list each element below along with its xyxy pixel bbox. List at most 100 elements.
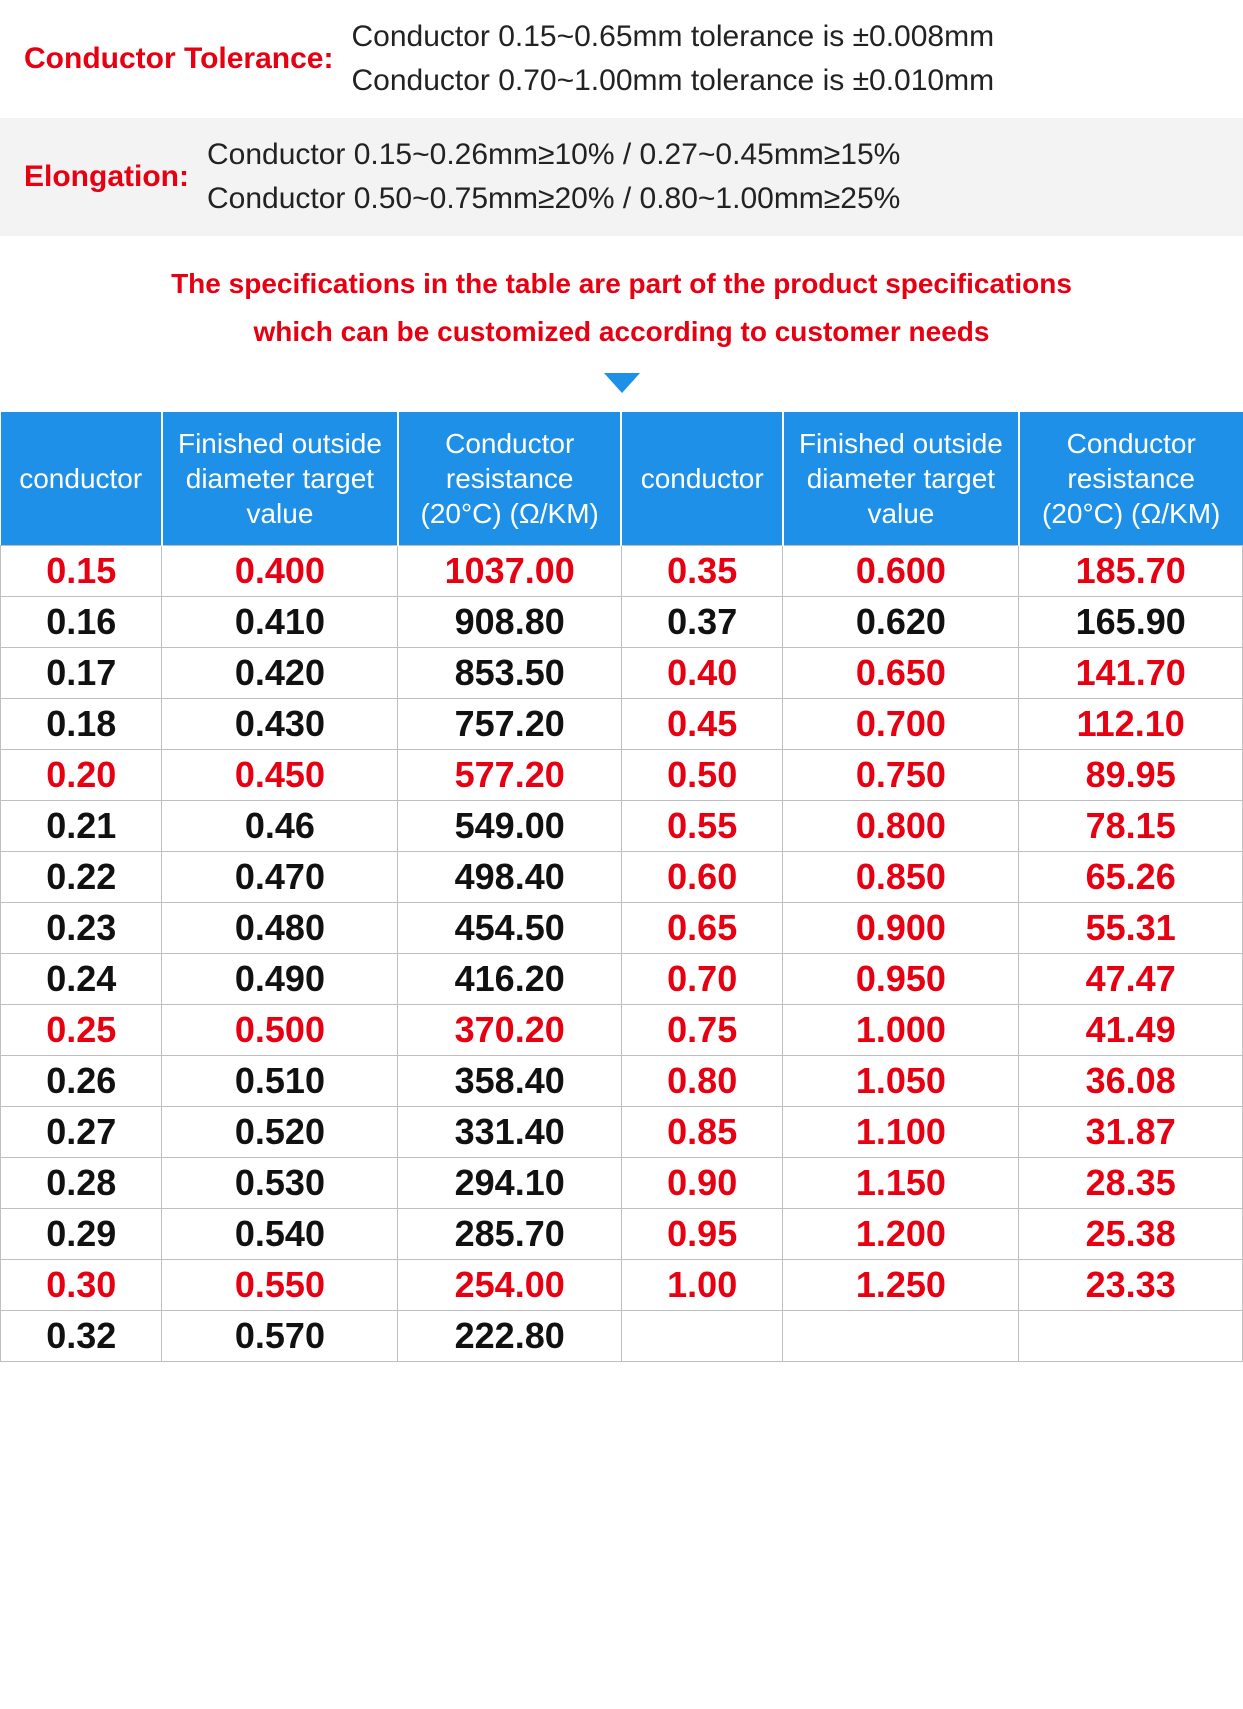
cell-resistance: 358.40 xyxy=(398,1056,622,1107)
cell-diameter: 1.200 xyxy=(783,1209,1019,1260)
cell-diameter: 0.420 xyxy=(162,648,398,699)
cell-conductor: 0.95 xyxy=(621,1209,782,1260)
cell-resistance: 254.00 xyxy=(398,1260,622,1311)
table-row: 0.150.4001037.000.350.600185.70 xyxy=(1,546,1243,597)
cell-conductor: 0.26 xyxy=(1,1056,162,1107)
cell-diameter: 0.530 xyxy=(162,1158,398,1209)
cell-resistance: 853.50 xyxy=(398,648,622,699)
cell-empty xyxy=(783,1311,1019,1362)
cell-empty xyxy=(621,1311,782,1362)
header-resistance-right: Conductor resistance (20°C) (Ω/KM) xyxy=(1019,412,1243,546)
cell-diameter: 0.500 xyxy=(162,1005,398,1056)
cell-diameter: 0.950 xyxy=(783,954,1019,1005)
cell-resistance: 294.10 xyxy=(398,1158,622,1209)
cell-conductor: 0.17 xyxy=(1,648,162,699)
table-row: 0.220.470498.400.600.85065.26 xyxy=(1,852,1243,903)
cell-conductor: 0.45 xyxy=(621,699,782,750)
cell-resistance: 41.49 xyxy=(1019,1005,1243,1056)
cell-diameter: 1.100 xyxy=(783,1107,1019,1158)
cell-diameter: 0.480 xyxy=(162,903,398,954)
cell-resistance: 47.47 xyxy=(1019,954,1243,1005)
table-row: 0.230.480454.500.650.90055.31 xyxy=(1,903,1243,954)
cell-diameter: 0.520 xyxy=(162,1107,398,1158)
cell-resistance: 36.08 xyxy=(1019,1056,1243,1107)
cell-resistance: 165.90 xyxy=(1019,597,1243,648)
cell-resistance: 222.80 xyxy=(398,1311,622,1362)
customization-note: The specifications in the table are part… xyxy=(0,236,1243,367)
table-row: 0.290.540285.700.951.20025.38 xyxy=(1,1209,1243,1260)
cell-diameter: 0.900 xyxy=(783,903,1019,954)
note-line-2: which can be customized according to cus… xyxy=(254,316,990,347)
cell-conductor: 0.22 xyxy=(1,852,162,903)
elongation-block: Elongation: Conductor 0.15~0.26mm≥10% / … xyxy=(0,118,1243,236)
cell-conductor: 0.32 xyxy=(1,1311,162,1362)
cell-resistance: 185.70 xyxy=(1019,546,1243,597)
cell-resistance: 78.15 xyxy=(1019,801,1243,852)
cell-diameter: 0.750 xyxy=(783,750,1019,801)
elongation-lines: Conductor 0.15~0.26mm≥10% / 0.27~0.45mm≥… xyxy=(207,138,900,216)
cell-resistance: 23.33 xyxy=(1019,1260,1243,1311)
cell-diameter: 0.850 xyxy=(783,852,1019,903)
note-line-1: The specifications in the table are part… xyxy=(171,268,1072,299)
cell-diameter: 1.150 xyxy=(783,1158,1019,1209)
cell-resistance: 141.70 xyxy=(1019,648,1243,699)
cell-resistance: 498.40 xyxy=(398,852,622,903)
cell-resistance: 55.31 xyxy=(1019,903,1243,954)
cell-resistance: 28.35 xyxy=(1019,1158,1243,1209)
cell-conductor: 0.18 xyxy=(1,699,162,750)
cell-conductor: 0.65 xyxy=(621,903,782,954)
cell-resistance: 757.20 xyxy=(398,699,622,750)
cell-diameter: 0.400 xyxy=(162,546,398,597)
cell-resistance: 577.20 xyxy=(398,750,622,801)
cell-resistance: 416.20 xyxy=(398,954,622,1005)
cell-resistance: 25.38 xyxy=(1019,1209,1243,1260)
cell-conductor: 1.00 xyxy=(621,1260,782,1311)
cell-resistance: 89.95 xyxy=(1019,750,1243,801)
cell-diameter: 0.600 xyxy=(783,546,1019,597)
spec-table: conductor Finished outside diameter targ… xyxy=(0,412,1243,1362)
cell-resistance: 112.10 xyxy=(1019,699,1243,750)
cell-diameter: 1.000 xyxy=(783,1005,1019,1056)
tolerance-line-2: Conductor 0.70~1.00mm tolerance is ±0.01… xyxy=(351,64,994,98)
cell-resistance: 370.20 xyxy=(398,1005,622,1056)
cell-conductor: 0.23 xyxy=(1,903,162,954)
cell-conductor: 0.60 xyxy=(621,852,782,903)
cell-diameter: 0.450 xyxy=(162,750,398,801)
header-row: conductor Finished outside diameter targ… xyxy=(1,412,1243,546)
cell-diameter: 0.700 xyxy=(783,699,1019,750)
cell-diameter: 0.430 xyxy=(162,699,398,750)
cell-resistance: 454.50 xyxy=(398,903,622,954)
cell-diameter: 1.050 xyxy=(783,1056,1019,1107)
cell-conductor: 0.27 xyxy=(1,1107,162,1158)
cell-conductor: 0.35 xyxy=(621,546,782,597)
table-row: 0.300.550254.001.001.25023.33 xyxy=(1,1260,1243,1311)
elongation-line-1: Conductor 0.15~0.26mm≥10% / 0.27~0.45mm≥… xyxy=(207,138,900,172)
cell-resistance: 331.40 xyxy=(398,1107,622,1158)
tolerance-label: Conductor Tolerance: xyxy=(24,42,333,76)
table-row: 0.210.46549.000.550.80078.15 xyxy=(1,801,1243,852)
table-row: 0.280.530294.100.901.15028.35 xyxy=(1,1158,1243,1209)
table-row: 0.240.490416.200.700.95047.47 xyxy=(1,954,1243,1005)
cell-resistance: 65.26 xyxy=(1019,852,1243,903)
cell-conductor: 0.55 xyxy=(621,801,782,852)
header-resistance-left: Conductor resistance (20°C) (Ω/KM) xyxy=(398,412,622,546)
arrow-container xyxy=(0,367,1243,412)
chevron-down-icon xyxy=(604,373,640,393)
cell-diameter: 0.470 xyxy=(162,852,398,903)
table-row: 0.170.420853.500.400.650141.70 xyxy=(1,648,1243,699)
cell-conductor: 0.90 xyxy=(621,1158,782,1209)
cell-diameter: 1.250 xyxy=(783,1260,1019,1311)
cell-conductor: 0.85 xyxy=(621,1107,782,1158)
table-row: 0.270.520331.400.851.10031.87 xyxy=(1,1107,1243,1158)
header-diameter-left: Finished outside diameter target value xyxy=(162,412,398,546)
cell-conductor: 0.15 xyxy=(1,546,162,597)
cell-resistance: 285.70 xyxy=(398,1209,622,1260)
header-conductor-left: conductor xyxy=(1,412,162,546)
cell-resistance: 1037.00 xyxy=(398,546,622,597)
cell-resistance: 908.80 xyxy=(398,597,622,648)
cell-diameter: 0.410 xyxy=(162,597,398,648)
elongation-label: Elongation: xyxy=(24,160,189,194)
cell-conductor: 0.70 xyxy=(621,954,782,1005)
table-row: 0.320.570222.80 xyxy=(1,1311,1243,1362)
cell-diameter: 0.800 xyxy=(783,801,1019,852)
